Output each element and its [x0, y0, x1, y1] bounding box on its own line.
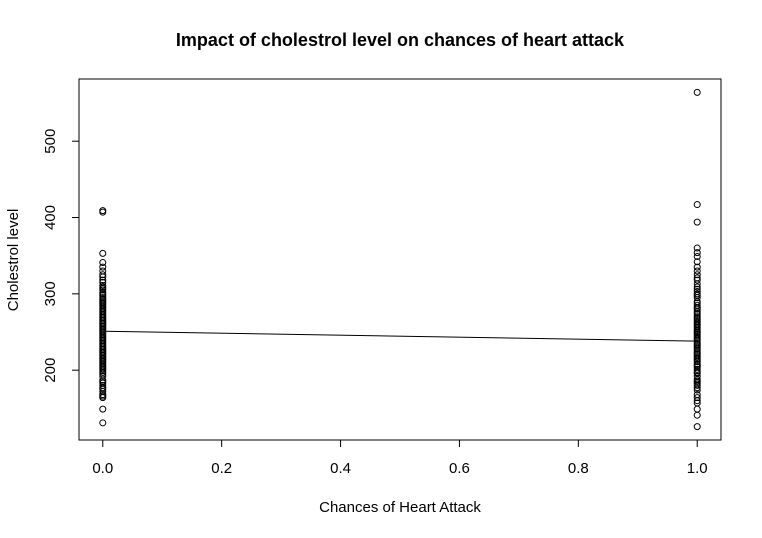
point [99, 263, 107, 271]
point [693, 283, 701, 291]
point [693, 274, 701, 282]
point [99, 294, 107, 302]
point [693, 339, 701, 347]
x-tick-label: 0.0 [92, 460, 113, 477]
point [693, 391, 701, 399]
y-tick-label: 200 [42, 358, 59, 383]
x-tick-label: 1.0 [687, 460, 708, 477]
point [693, 301, 701, 309]
point [693, 288, 701, 296]
point [693, 267, 701, 275]
point [693, 399, 701, 407]
x-tick-label: 0.8 [568, 460, 589, 477]
point [693, 258, 701, 266]
point [693, 271, 701, 279]
point [99, 391, 107, 399]
x-tick-label: 0.4 [330, 460, 351, 477]
point [693, 360, 701, 368]
point [693, 349, 701, 357]
point [693, 285, 701, 293]
point [693, 290, 701, 298]
trend-line [102, 330, 698, 342]
y-axis-label: Cholestrol level [5, 209, 22, 312]
y-tick-label: 300 [42, 281, 59, 306]
point [693, 244, 701, 252]
chart-title: Impact of cholestrol level on chances of… [176, 30, 625, 50]
plot-frame [78, 78, 722, 441]
point [693, 394, 701, 402]
x-axis-label: Chances of Heart Attack [319, 499, 481, 516]
point [693, 252, 701, 260]
y-tick-label: 400 [42, 205, 59, 230]
point [693, 249, 701, 257]
point [693, 313, 701, 321]
point [693, 276, 701, 284]
point [693, 88, 701, 96]
point [99, 267, 107, 275]
point [99, 281, 107, 289]
point [693, 423, 701, 431]
point [693, 384, 701, 392]
point [99, 207, 107, 215]
point [99, 288, 107, 296]
point [693, 372, 701, 380]
point [693, 365, 701, 373]
y-tick-label: 500 [42, 129, 59, 154]
point [99, 259, 107, 267]
point [99, 372, 107, 380]
point [99, 276, 107, 284]
point [99, 381, 107, 389]
point [99, 271, 107, 279]
point [693, 411, 701, 419]
point [99, 419, 107, 427]
point [693, 263, 701, 271]
x-tick-label: 0.6 [449, 460, 470, 477]
point [99, 405, 107, 413]
point [99, 249, 107, 257]
point [693, 405, 701, 413]
x-tick-label: 0.2 [211, 460, 232, 477]
point [693, 201, 701, 209]
point [99, 278, 107, 286]
point [693, 218, 701, 226]
